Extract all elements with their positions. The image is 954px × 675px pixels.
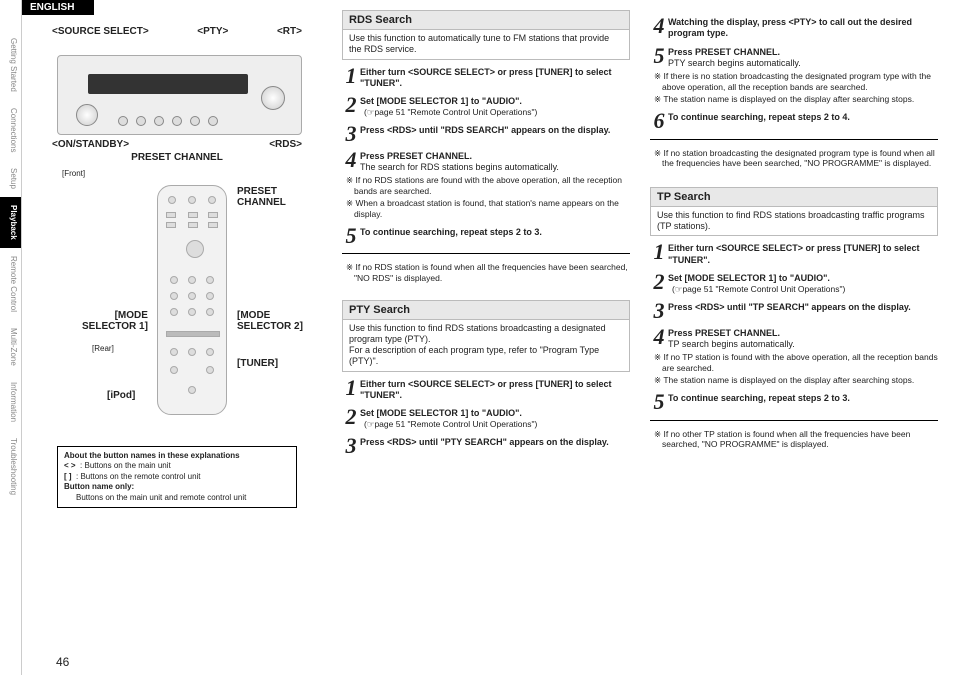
tp-step-4-body: TP search begins automatically. (668, 339, 938, 350)
callout-preset-channel: PRESET CHANNEL (32, 152, 322, 163)
rear-label: [Rear] (92, 344, 114, 353)
legend-box: About the button names in these explanat… (57, 446, 297, 508)
tp-title: TP Search (650, 187, 938, 207)
pty-title: PTY Search (342, 300, 630, 320)
callout-rds: <RDS> (269, 139, 302, 150)
rds-step-4-lead: Press PRESET CHANNEL. (360, 151, 472, 161)
tp-step-1: Either turn <SOURCE SELECT> or press [TU… (668, 243, 920, 264)
receiver-diagram (57, 55, 302, 135)
pty-step-2-ref: (☞page 51 "Remote Control Unit Operation… (364, 419, 630, 430)
label-mode-selector-1: [MODE SELECTOR 1] (82, 310, 148, 332)
remote-diagram (157, 185, 227, 415)
tab-getting-started[interactable]: Getting Started (0, 30, 21, 100)
tab-troubleshooting[interactable]: Troubleshooting (0, 430, 21, 503)
callout-source-select: <SOURCE SELECT> (52, 26, 149, 37)
rds-step-2: Set [MODE SELECTOR 1] to "AUDIO". (360, 96, 522, 106)
pty-step-2: Set [MODE SELECTOR 1] to "AUDIO". (360, 408, 522, 418)
tab-playback[interactable]: Playback (0, 197, 21, 248)
column-2: RDS Search Use this function to automati… (332, 0, 640, 675)
tp-step-2: Set [MODE SELECTOR 1] to "AUDIO". (668, 273, 830, 283)
rds-step-2-ref: (☞page 51 "Remote Control Unit Operation… (364, 107, 630, 118)
label-tuner: [TUNER] (237, 358, 278, 369)
pty-step-5-lead: Press PRESET CHANNEL. (668, 47, 780, 57)
rds-note-3: If no RDS station is found when all the … (346, 262, 630, 283)
rds-title: RDS Search (342, 10, 630, 30)
tp-step-5: To continue searching, repeat steps 2 to… (668, 393, 850, 403)
pty-note-2: The station name is displayed on the dis… (654, 94, 938, 105)
callout-on-standby: <ON/STANDBY> (52, 139, 129, 150)
column-3: 4Watching the display, press <PTY> to ca… (640, 0, 948, 675)
tp-step-3: Press <RDS> until "TP SEARCH" appears on… (668, 302, 911, 312)
tp-note-1: If no TP station is found with the above… (654, 352, 938, 373)
language-tab: ENGLISH (22, 0, 94, 15)
pty-note-1: If there is no station broadcasting the … (654, 71, 938, 92)
tab-connections[interactable]: Connections (0, 100, 21, 160)
tp-note-3: If no other TP station is found when all… (654, 429, 938, 450)
tab-multi-zone[interactable]: Multi-Zone (0, 320, 21, 374)
rds-step-1: Either turn <SOURCE SELECT> or press [TU… (360, 67, 612, 88)
column-1: <SOURCE SELECT> <PTY> <RT> <ON/STANDBY> … (22, 0, 332, 675)
pty-step-3: Press <RDS> until "PTY SEARCH" appears o… (360, 437, 609, 447)
tp-sub: Use this function to find RDS stations b… (650, 207, 938, 237)
page-number: 46 (56, 655, 69, 669)
rds-step-3: Press <RDS> until "RDS SEARCH" appears o… (360, 125, 610, 135)
pty-sub: Use this function to find RDS stations b… (342, 320, 630, 372)
rds-note-1: If no RDS stations are found with the ab… (346, 175, 630, 196)
callout-rt: <RT> (277, 26, 302, 37)
label-mode-selector-2: [MODE SELECTOR 2] (237, 310, 303, 332)
pty-step-6: To continue searching, repeat steps 2 to… (668, 112, 850, 122)
rds-sub: Use this function to automatically tune … (342, 30, 630, 60)
tp-step-2-ref: (☞page 51 "Remote Control Unit Operation… (672, 284, 938, 295)
pty-step-5-body: PTY search begins automatically. (668, 58, 938, 69)
tab-remote-control[interactable]: Remote Control (0, 248, 21, 320)
tab-information[interactable]: Information (0, 374, 21, 430)
sidebar-tabs: Getting Started Connections Setup Playba… (0, 0, 22, 675)
label-preset-channel: PRESET CHANNEL (237, 186, 286, 208)
tp-step-4-lead: Press PRESET CHANNEL. (668, 328, 780, 338)
manual-page: Getting Started Connections Setup Playba… (0, 0, 954, 675)
label-ipod: [iPod] (107, 390, 135, 401)
rds-note-2: When a broadcast station is found, that … (346, 198, 630, 219)
front-label: [Front] (62, 169, 322, 178)
tab-setup[interactable]: Setup (0, 160, 21, 197)
rds-step-5: To continue searching, repeat steps 2 to… (360, 227, 542, 237)
tp-note-2: The station name is displayed on the dis… (654, 375, 938, 386)
pty-step-4: Watching the display, press <PTY> to cal… (668, 17, 912, 38)
callout-pty: <PTY> (197, 26, 228, 37)
pty-note-3: If no station broadcasting the designate… (654, 148, 938, 169)
pty-step-1: Either turn <SOURCE SELECT> or press [TU… (360, 379, 612, 400)
rds-step-4-body: The search for RDS stations begins autom… (360, 162, 630, 173)
